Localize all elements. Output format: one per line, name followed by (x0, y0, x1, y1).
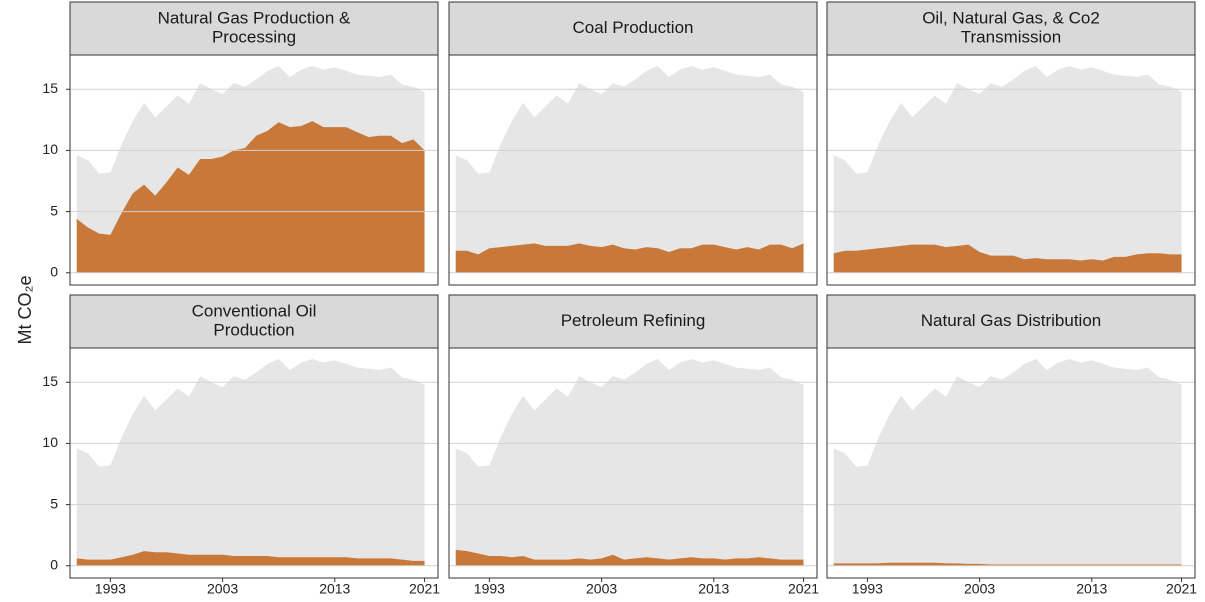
x-tick-label: 2021 (409, 581, 440, 597)
facet-title: Oil, Natural Gas, & Co2 (922, 8, 1100, 27)
x-tick-label: 2013 (1076, 581, 1107, 597)
facet-title: Production (213, 320, 294, 339)
panel-border (826, 347, 1196, 579)
y-tick-label: 5 (50, 202, 58, 218)
x-tick-label: 2021 (788, 581, 819, 597)
y-axis-label: Mt CO₂e (15, 276, 35, 345)
facet-strip: Coal Production (448, 1, 818, 56)
y-tick-label: 15 (42, 373, 58, 389)
area (833, 244, 1182, 273)
facet-title: Transmission (961, 27, 1061, 46)
facet-title: Natural Gas Production & (158, 8, 351, 27)
strip-background (69, 1, 439, 56)
strip-background (69, 294, 439, 349)
y-tick-label: 10 (42, 434, 58, 450)
facet-title: Petroleum Refining (561, 311, 706, 330)
y-tick-label: 5 (50, 495, 58, 511)
facet-title: Natural Gas Distribution (921, 311, 1101, 330)
x-tick-label: 1993 (852, 581, 883, 597)
panel-border (448, 54, 818, 286)
facet-strip: Natural Gas Distribution (826, 294, 1196, 349)
area (455, 359, 804, 566)
x-tick-label: 2021 (1166, 581, 1197, 597)
y-tick-label: 0 (50, 263, 58, 279)
strip-background (826, 1, 1196, 56)
y-tick-label: 0 (50, 556, 58, 572)
panel-border (69, 54, 439, 286)
area (455, 66, 804, 273)
facet-title: Processing (212, 27, 296, 46)
area (833, 66, 1182, 273)
area (455, 243, 804, 273)
area (833, 359, 1182, 566)
y-tick-label: 15 (42, 80, 58, 96)
strip-background (448, 1, 818, 56)
panel-border (448, 347, 818, 579)
panel-border (826, 54, 1196, 286)
area (76, 551, 425, 566)
facet-strip: Natural Gas Production &Processing (69, 1, 439, 56)
strip-background (448, 294, 818, 349)
strip-background (826, 294, 1196, 349)
y-tick-label: 10 (42, 141, 58, 157)
area (76, 121, 425, 273)
x-tick-label: 1993 (474, 581, 505, 597)
area (455, 549, 804, 566)
panel-border (69, 347, 439, 579)
x-tick-label: 2013 (319, 581, 350, 597)
x-tick-label: 2003 (964, 581, 995, 597)
x-tick-label: 2013 (698, 581, 729, 597)
x-tick-label: 2003 (586, 581, 617, 597)
facet-title: Coal Production (573, 18, 694, 37)
x-tick-label: 1993 (95, 581, 126, 597)
area (833, 562, 1182, 566)
facet-title: Conventional Oil (192, 301, 317, 320)
area (76, 359, 425, 566)
facet-strip: Petroleum Refining (448, 294, 818, 349)
x-tick-label: 2003 (207, 581, 238, 597)
